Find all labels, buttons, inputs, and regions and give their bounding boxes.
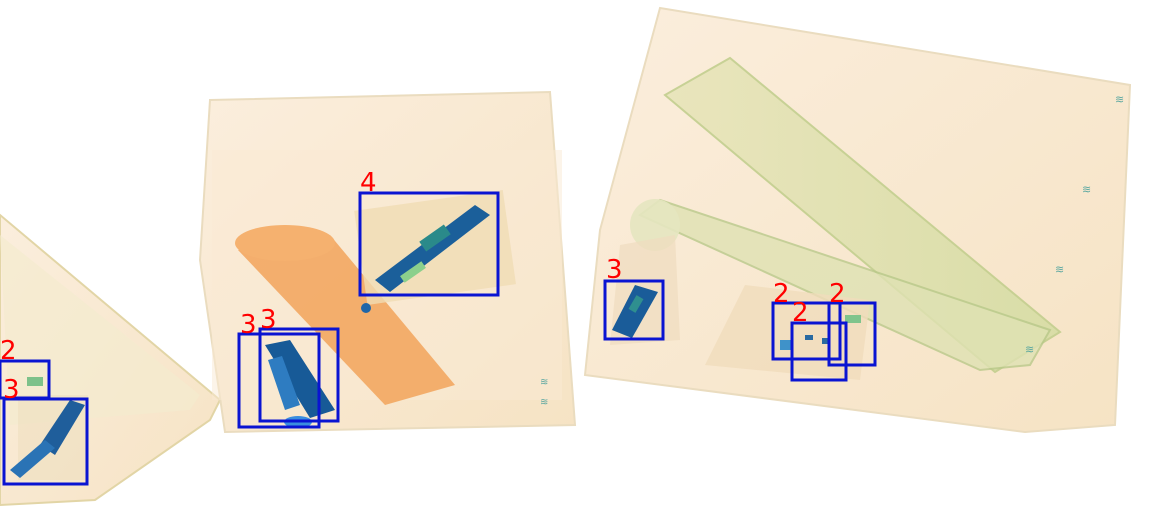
detection: 2 [771,279,842,361]
detection-label: 3 [260,305,277,335]
svg-text:≋: ≋ [540,397,548,408]
scanned-object [375,205,490,292]
detection: 2 [827,279,877,367]
detection: 3 [2,375,89,486]
detection-box [258,327,340,423]
middle-case: ≋ ≋ [198,90,577,434]
svg-text:≋: ≋ [1025,343,1034,356]
detection-box [603,279,665,341]
detection-box [827,301,877,367]
detection-box [771,301,842,361]
svg-text:≋: ≋ [1115,93,1124,106]
detection: 2 [790,298,848,382]
detection-label: 3 [240,310,257,340]
detection-label: 3 [606,255,623,285]
detection: 3 [603,255,665,341]
detection-label: 2 [829,279,846,309]
scanned-object [10,377,85,478]
right-case: ≋ ≋ ≋ ≋ [583,6,1132,434]
detection-box [237,332,321,429]
orange-cylinder [235,225,455,405]
detection: 3 [258,305,340,423]
scanned-object [780,315,861,350]
detection: 3 [237,310,321,429]
detection-label: 2 [773,279,790,309]
detection-box [2,397,89,486]
detection-label: 2 [0,336,17,366]
detection-box [358,191,500,297]
detection-overlay: 2 3 3 3 4 3 2 2 [0,168,877,486]
svg-text:≋: ≋ [1082,183,1091,196]
svg-text:≋: ≋ [1055,263,1064,276]
detection: 4 [358,168,500,297]
svg-text:≋: ≋ [540,377,548,388]
detection-label: 3 [3,375,20,405]
detection-box [790,321,848,382]
scanned-object [612,285,658,338]
detection-label: 2 [792,298,809,328]
left-case [0,213,222,507]
detection-label: 4 [360,168,377,198]
